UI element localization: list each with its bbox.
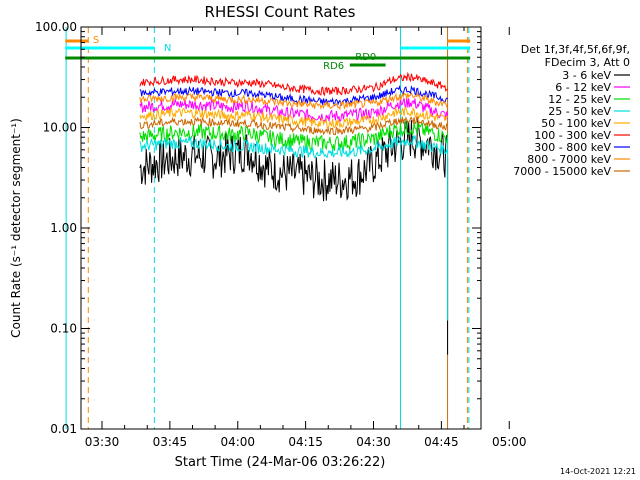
series-line-4 xyxy=(139,106,448,130)
legend-entry-label-4: 50 - 100 keV xyxy=(541,117,611,130)
legend: Det 1f,3f,4f,5f,6f,9f, FDecim 3, Att 0 3… xyxy=(513,43,630,178)
x-axis: 03:30 03:45 04:00 04:15 04:30 04:45 05:00 xyxy=(85,27,527,449)
series-line-5 xyxy=(139,71,448,97)
series-line-3 xyxy=(139,135,449,159)
y-tick-label-1: 0.10 xyxy=(50,322,77,336)
legend-entry-label-2: 12 - 25 keV xyxy=(548,93,611,106)
y-axis: 0.01 0.10 1.00 10.00 100.00 xyxy=(35,20,481,436)
series-line-1 xyxy=(139,96,449,123)
y-axis-label: Count Rate (s⁻¹ detector segment⁻¹) xyxy=(9,118,23,338)
series-line-6 xyxy=(139,84,448,107)
legend-entry-label-0: 3 - 6 keV xyxy=(562,69,611,82)
legend-entry-label-5: 100 - 300 keV xyxy=(534,129,611,142)
x-tick-label-6: 05:00 xyxy=(492,435,527,449)
annotation-RD0: RD0 xyxy=(355,52,376,63)
annotation-N: N xyxy=(164,43,171,54)
y-tick-label-0: 0.01 xyxy=(50,422,77,436)
legend-header-line1: Det 1f,3f,4f,5f,6f,9f, xyxy=(521,43,630,56)
legend-entry-label-8: 7000 - 15000 keV xyxy=(513,165,611,178)
series-line-8 xyxy=(139,116,449,136)
annotation-S: S xyxy=(93,35,99,46)
legend-entry-label-7: 800 - 7000 keV xyxy=(527,153,611,166)
x-tick-label-5: 04:45 xyxy=(424,435,459,449)
series-line-7 xyxy=(139,91,448,111)
x-tick-label-2: 04:00 xyxy=(220,435,255,449)
legend-header-line2: FDecim 3, Att 0 xyxy=(545,56,630,69)
y-tick-label-4: 100.00 xyxy=(35,20,77,34)
series-line-2 xyxy=(139,120,449,152)
x-tick-label-0: 03:30 xyxy=(85,435,120,449)
timestamp: 14-Oct-2021 12:21 xyxy=(560,467,636,476)
y-tick-label-2: 1.00 xyxy=(50,221,77,235)
x-tick-label-3: 04:15 xyxy=(288,435,323,449)
legend-entry-label-6: 300 - 800 keV xyxy=(534,141,611,154)
y-tick-label-3: 10.00 xyxy=(43,121,77,135)
chart-title: RHESSI Count Rates xyxy=(205,3,356,21)
legend-entry-label-3: 25 - 50 keV xyxy=(548,105,611,118)
x-axis-label: Start Time (24-Mar-06 03:26:22) xyxy=(175,455,386,470)
x-tick-label-1: 03:45 xyxy=(153,435,188,449)
x-tick-label-4: 04:30 xyxy=(356,435,391,449)
legend-entry-label-1: 6 - 12 keV xyxy=(555,81,611,94)
plot-area: S N RD0 RD6 xyxy=(65,27,471,429)
annotation-RD6: RD6 xyxy=(323,61,344,72)
